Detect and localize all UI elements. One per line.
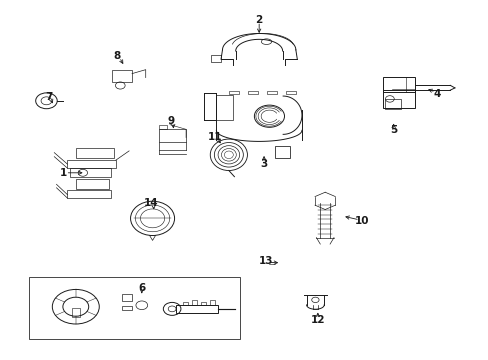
Bar — [76, 179, 109, 189]
Bar — [112, 69, 132, 81]
Bar — [266, 90, 277, 94]
Bar — [382, 77, 415, 92]
Text: 4: 4 — [433, 89, 441, 99]
Bar — [385, 99, 401, 109]
Bar — [70, 168, 111, 177]
Bar — [382, 90, 415, 108]
Bar — [122, 294, 131, 301]
Bar — [71, 307, 80, 317]
Text: 14: 14 — [144, 198, 159, 208]
Bar — [122, 306, 131, 310]
Bar — [76, 148, 113, 158]
Bar — [67, 160, 116, 168]
Text: 7: 7 — [45, 92, 53, 102]
Bar — [159, 129, 185, 142]
Bar — [285, 90, 295, 94]
Bar — [176, 305, 217, 313]
Bar — [183, 302, 188, 305]
Text: 9: 9 — [167, 116, 174, 126]
Text: 5: 5 — [389, 125, 396, 135]
Bar — [274, 146, 290, 158]
Text: 10: 10 — [354, 216, 368, 226]
Text: 8: 8 — [114, 51, 121, 61]
Bar — [201, 302, 205, 305]
Bar — [247, 90, 258, 94]
Bar — [229, 90, 239, 94]
Text: 12: 12 — [310, 315, 325, 325]
Text: 6: 6 — [138, 283, 145, 293]
Text: 3: 3 — [260, 159, 267, 169]
Bar — [216, 95, 233, 120]
Text: 13: 13 — [259, 256, 273, 266]
Bar — [159, 125, 167, 129]
Text: 2: 2 — [255, 15, 262, 25]
Bar — [192, 300, 197, 305]
Bar — [209, 300, 214, 305]
Bar — [67, 190, 111, 198]
Text: 11: 11 — [207, 132, 222, 142]
Text: 1: 1 — [60, 168, 67, 178]
Bar — [29, 277, 239, 339]
